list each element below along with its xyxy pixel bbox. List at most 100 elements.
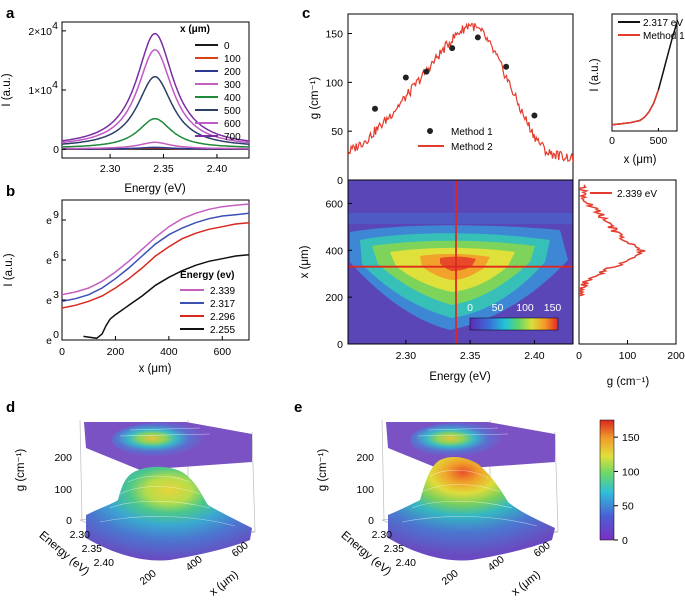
panel-c-map-ylabel: x (μm)	[299, 245, 311, 278]
colorbar-tick-label: 100	[622, 466, 640, 478]
legend-label: Method 2	[451, 142, 493, 153]
energy-tick-label: 2.35	[82, 543, 103, 555]
panel-e-label: e	[294, 399, 302, 416]
panel-c-right-legend: 2.339 eV	[590, 189, 657, 200]
panel-a-xlabel: Energy (eV)	[124, 183, 186, 195]
heatmap-colorbar	[469, 317, 559, 331]
x-tick-label: 0	[609, 135, 615, 147]
panel-d-top-blob	[112, 423, 208, 457]
legend-label: 700	[224, 132, 241, 143]
legend-label: 2.317	[210, 299, 235, 310]
z-tick-label: 0	[368, 515, 374, 527]
panel-c-map-axes: 2.30 2.35 2.40 0 200 400 600	[325, 198, 544, 362]
z-tick-label: 200	[356, 452, 374, 464]
x-tick-label: 0	[576, 350, 582, 362]
method-1-point	[531, 112, 538, 119]
legend-title: x (μm)	[180, 24, 210, 35]
panel-d-zlabel: g (cm⁻¹)	[15, 449, 27, 492]
x-tick-label: 600	[214, 346, 232, 358]
legend-label: 600	[224, 119, 241, 130]
energy-tick-label: 2.40	[94, 557, 115, 569]
y-tick-label: 400	[325, 245, 343, 257]
x-tick-label: 200	[138, 567, 159, 587]
legend-swatch	[427, 128, 433, 134]
x-tick-label: 200	[667, 350, 685, 362]
method-1-point	[474, 34, 481, 41]
method-1-point	[372, 105, 378, 112]
legend-label: 2.317 eV	[643, 18, 683, 29]
panel-e-top-streaks	[417, 427, 509, 437]
panel-c-map-frame	[347, 179, 574, 345]
legend-label: Method 1	[643, 31, 685, 42]
panel-c-heatmap-overlay	[348, 180, 573, 344]
series-line-600	[62, 49, 249, 144]
legend-label: 200	[224, 67, 241, 78]
colorbar-tick-label: 0	[467, 302, 473, 314]
y-tick-exponent: 3	[53, 289, 59, 301]
series-line-2.317	[62, 212, 249, 303]
panel-d-label: d	[6, 399, 15, 416]
legend-label: 2.255	[210, 325, 235, 336]
panel-e-contours	[401, 469, 538, 527]
panel-c: c 0 50 100 150 Method 1 Method 2 g (cm⁻¹) 0 5…	[299, 5, 685, 388]
panel-b-frame	[61, 199, 250, 341]
series-line-700	[62, 32, 249, 142]
series-line-2.255	[83, 253, 249, 340]
panel-c-label: c	[302, 5, 310, 22]
panel-e-colorbar-ticks: 0 50 100 150	[614, 432, 640, 547]
legend-label: 2.339	[210, 286, 235, 297]
y-tick-label: e	[46, 335, 52, 347]
legend-label: 500	[224, 106, 241, 117]
panel-c-right-series	[579, 184, 646, 298]
x-tick-label: 2.40	[207, 163, 228, 175]
panel-c-inset-axes: 0 500	[609, 128, 667, 147]
panel-b-label: b	[6, 183, 15, 200]
panel-e-top-blob	[410, 423, 506, 457]
y-tick-exponent: 6	[53, 249, 59, 261]
panel-a-ylabel: I (a.u.)	[1, 73, 13, 106]
z-tick-label: 0	[66, 515, 72, 527]
panel-c-inset-xlabel: x (μm)	[624, 154, 657, 166]
y-tick-exponent: 9	[53, 209, 59, 221]
legend-label: 400	[224, 93, 241, 104]
panel-c-inset-legend: 2.317 eV Method 1	[618, 18, 685, 42]
z-tick-label: 200	[54, 452, 72, 464]
x-tick-label: 2.30	[396, 350, 417, 362]
z-tick-label: 100	[356, 484, 374, 496]
panel-c-top-frame	[347, 13, 574, 181]
series-line-2.339	[62, 203, 249, 296]
y-tick-label: 200	[325, 292, 343, 304]
colorbar-tick-label: 100	[516, 302, 534, 314]
panel-c-top-series	[348, 22, 573, 163]
y-tick-label: 2×10	[28, 26, 52, 38]
y-tick-label: e	[46, 295, 52, 307]
panel-c-right-axes: 0 100 200	[576, 340, 685, 362]
colorbar-tick-label: 50	[622, 501, 634, 513]
panel-b-ylabel: I (a.u.)	[3, 253, 15, 286]
x-tick-label: 500	[650, 135, 668, 147]
panel-e-colorbar	[599, 419, 615, 541]
series-line-2.296	[62, 221, 249, 309]
y-tick-label: e	[46, 255, 52, 267]
method-2-line	[348, 22, 573, 163]
panel-c-inset-ylabel: I (a.u.)	[589, 58, 601, 91]
energy-tick-label: 2.30	[372, 529, 393, 541]
x-tick-label: 2.30	[100, 163, 121, 175]
y-tick-exponent: 0	[53, 329, 59, 341]
panel-c-inset-series	[611, 22, 678, 126]
panel-c-right-xlabel: g (cm⁻¹)	[607, 376, 650, 388]
panel-d-xlabel: x (μm)	[208, 569, 241, 599]
legend-title: Energy (ev)	[180, 270, 234, 281]
panel-d-surface	[86, 466, 252, 561]
panel-d-contours	[99, 475, 236, 527]
colorbar-tick-label: 0	[622, 535, 628, 547]
colorbar-tick-label: 150	[622, 432, 640, 444]
z-tick-label: 100	[54, 484, 72, 496]
